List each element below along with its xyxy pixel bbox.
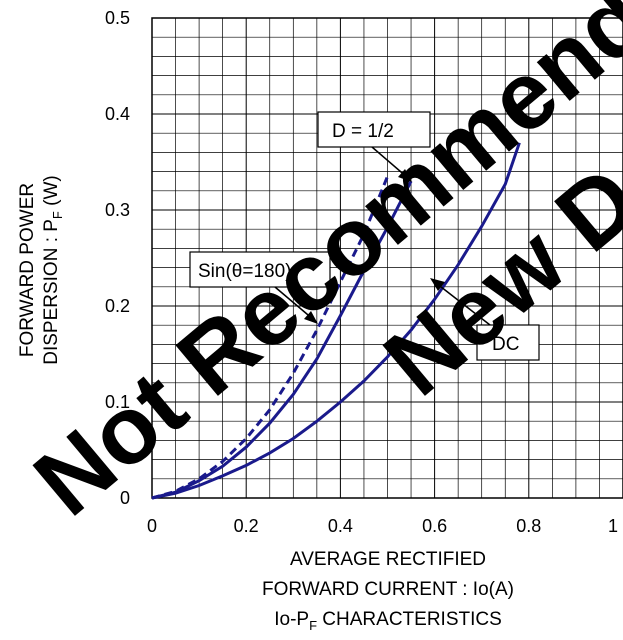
x-tick-label: 0.8 (516, 516, 541, 536)
chart-title: Io-PF CHARACTERISTICS (274, 609, 502, 633)
x-tick-labels: 0 0.2 0.4 0.6 0.8 1 (147, 516, 618, 536)
y-axis-title-line2: DISPERSION : PF (W) (41, 175, 65, 365)
x-tick-label: 0 (147, 516, 157, 536)
y-tick-label: 0.3 (105, 200, 130, 220)
chart-title-rest: CHARACTERISTICS (317, 609, 502, 630)
chart-title-main: Io-P (274, 609, 309, 630)
arrow-head (430, 278, 445, 291)
watermark: Not Recommended for New Designs (15, 0, 623, 536)
callout-sin: Sin(θ=180) (189, 251, 331, 324)
x-tick-label: 0.6 (422, 516, 447, 536)
callout-arrow (435, 282, 491, 326)
callout-box (317, 111, 431, 148)
callout-box (189, 251, 331, 288)
grid-minor (152, 18, 623, 498)
callout-label: D = 1/2 (332, 121, 394, 142)
y-axis-title-line1: FORWARD POWER (17, 183, 38, 357)
arrow-head (398, 169, 412, 182)
callout-dc: DC (430, 278, 540, 361)
y-tick-label: 0.1 (105, 392, 130, 412)
y-axis-title-main: DISPERSION : P (41, 219, 62, 365)
callout-d-half: D = 1/2 (317, 111, 431, 182)
y-tick-label: 0 (120, 488, 130, 508)
callout-arrow (274, 286, 315, 321)
callout-box (476, 324, 540, 361)
arrow-head (304, 311, 318, 324)
callout-label: Sin(θ=180) (198, 261, 291, 282)
x-tick-label: 0.2 (234, 516, 259, 536)
x-axis-title-line1: AVERAGE RECTIFIED (290, 549, 486, 570)
y-tick-label: 0.5 (105, 8, 130, 28)
series-line-1 (151, 180, 413, 500)
callout-label: DC (492, 334, 519, 355)
x-tick-label: 0.4 (328, 516, 353, 536)
grid-major (152, 18, 623, 498)
x-axis-title-line2: FORWARD CURRENT : Io(A) (262, 579, 514, 600)
x-tick-label: 1 (608, 516, 618, 536)
series-line-2 (151, 142, 521, 500)
y-tick-labels: 0 0.1 0.2 0.3 0.4 0.5 (105, 8, 130, 508)
y-axis-title-tail: (W) (41, 175, 62, 211)
series-layer (151, 142, 521, 500)
y-tick-label: 0.4 (105, 104, 130, 124)
y-tick-label: 0.2 (105, 296, 130, 316)
chart-title-sub: F (309, 618, 317, 633)
y-axis-title-sub: F (50, 211, 65, 219)
plot-frame (151, 17, 623, 499)
